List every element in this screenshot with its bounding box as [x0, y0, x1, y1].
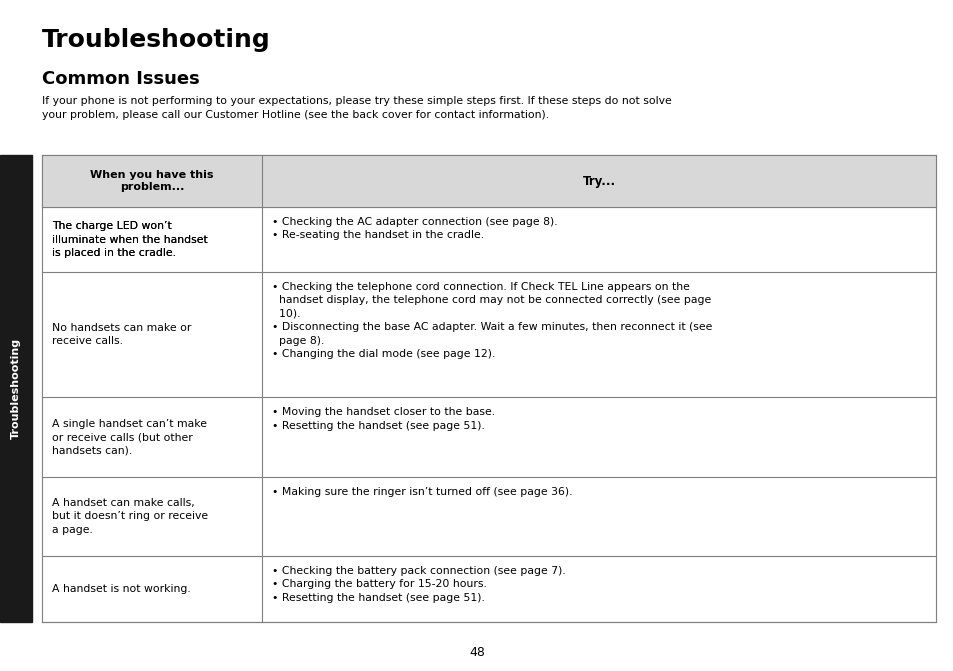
Text: • Checking the telephone cord connection. If Check TEL Line appears on the
  han: • Checking the telephone cord connection… — [272, 282, 712, 359]
Text: Try...: Try... — [582, 174, 615, 187]
Text: Common Issues: Common Issues — [42, 70, 199, 88]
Text: • Checking the AC adapter connection (see page 8).
• Re-seating the handset in t: • Checking the AC adapter connection (se… — [272, 217, 558, 240]
Text: • Checking the battery pack connection (see page 7).
• Charging the battery for : • Checking the battery pack connection (… — [272, 566, 565, 603]
Text: • Making sure the ringer isn’t turned off (see page 36).: • Making sure the ringer isn’t turned of… — [272, 486, 572, 497]
Text: Troubleshooting: Troubleshooting — [42, 28, 271, 52]
Bar — [42, 155, 935, 207]
Text: 48: 48 — [469, 646, 484, 659]
Text: When you have this
problem...: When you have this problem... — [91, 170, 213, 192]
Text: The charge LED won’t
illuminate when the handset
is placed in the cradle.: The charge LED won’t illuminate when the… — [52, 221, 208, 258]
Bar — [0, 155, 32, 622]
Text: Troubleshooting: Troubleshooting — [11, 338, 21, 439]
Text: A handset is not working.: A handset is not working. — [52, 584, 191, 594]
Text: The charge LED won’t
illuminate when the handset
is placed in the cradle.: The charge LED won’t illuminate when the… — [52, 221, 208, 258]
Text: No handsets can make or
receive calls.: No handsets can make or receive calls. — [52, 323, 192, 346]
Text: A single handset can’t make
or receive calls (but other
handsets can).: A single handset can’t make or receive c… — [52, 419, 207, 455]
Text: A handset can make calls,
but it doesn’t ring or receive
a page.: A handset can make calls, but it doesn’t… — [52, 499, 208, 535]
Text: • Moving the handset closer to the base.
• Resetting the handset (see page 51).: • Moving the handset closer to the base.… — [272, 407, 495, 431]
Text: If your phone is not performing to your expectations, please try these simple st: If your phone is not performing to your … — [42, 96, 671, 119]
